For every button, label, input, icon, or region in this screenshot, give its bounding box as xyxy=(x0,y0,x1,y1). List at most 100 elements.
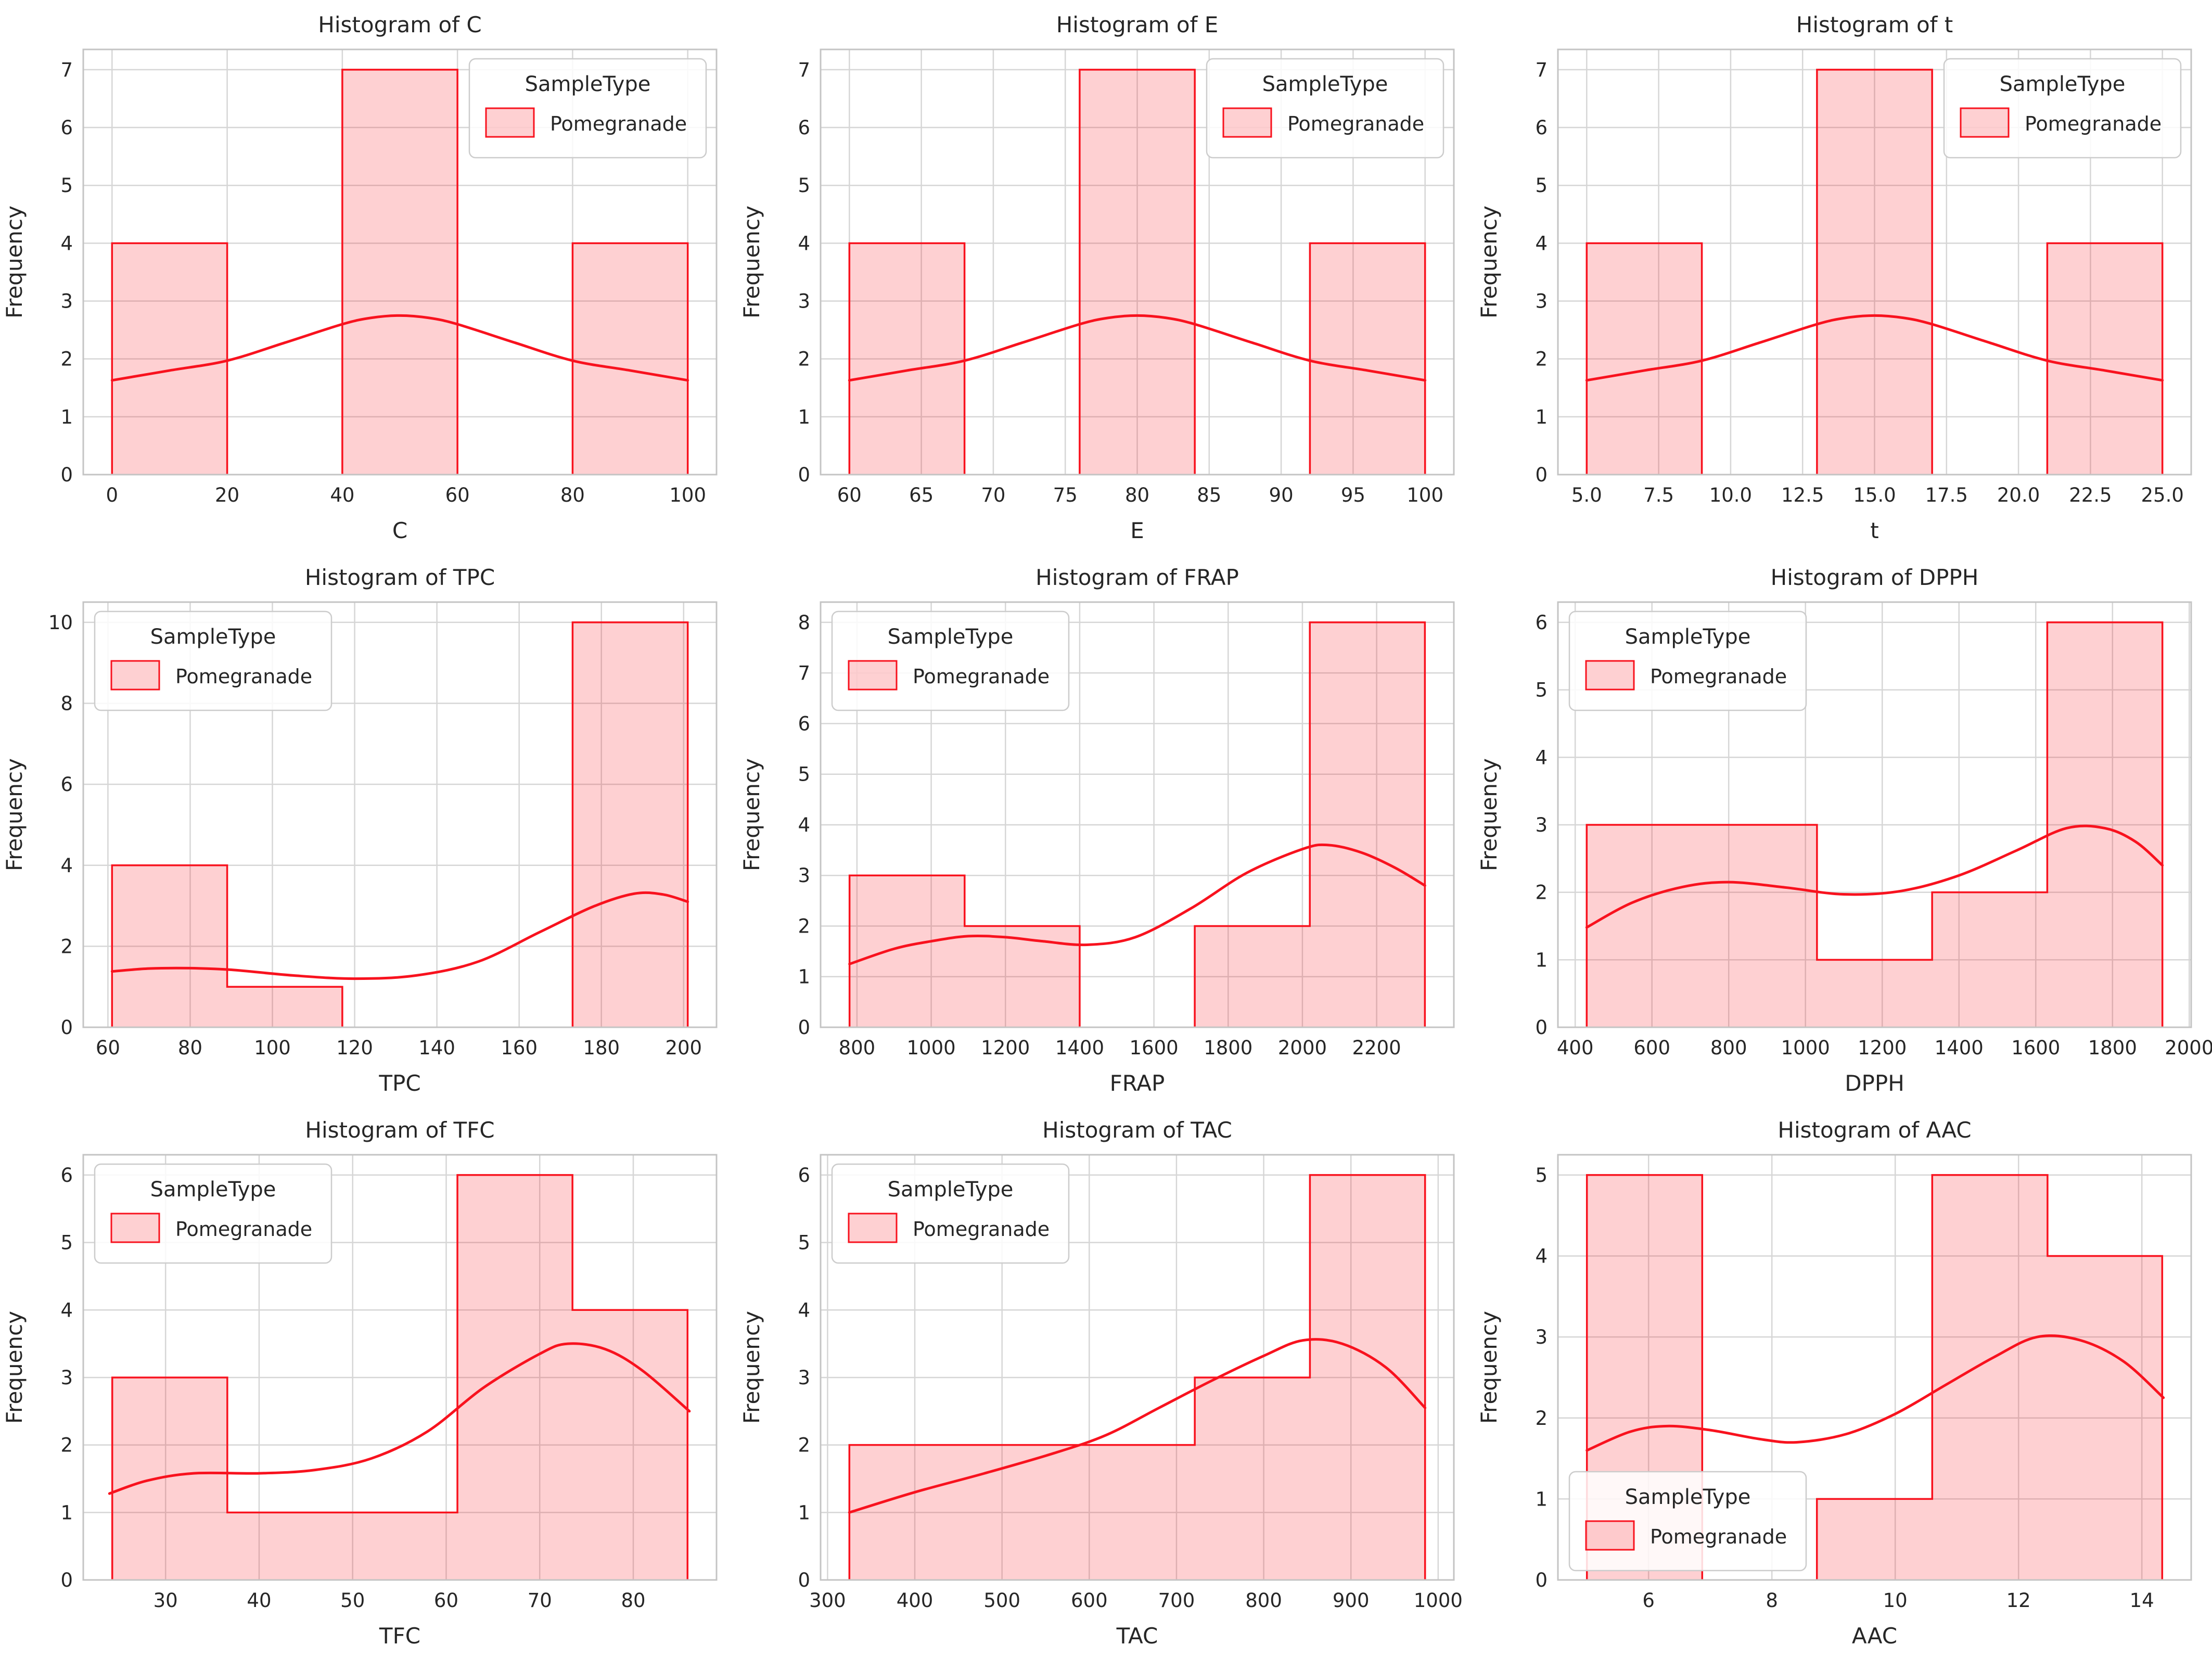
y-tick-label: 1 xyxy=(798,966,810,988)
legend-entry-label: Pomegranade xyxy=(2025,112,2162,135)
x-tick-label: 80 xyxy=(1125,484,1149,506)
y-tick-label: 8 xyxy=(60,693,73,715)
bar-outline xyxy=(111,242,228,475)
x-axis-label: E xyxy=(1130,518,1144,543)
legend-box xyxy=(468,58,707,159)
tick-labels: 300 400 500 600 700 800 900 1000 0 1 2 3 4 5 6 xyxy=(798,1164,1462,1612)
y-tick-label: 0 xyxy=(60,464,73,486)
kde-curve xyxy=(108,1342,691,1495)
bars xyxy=(848,1174,1426,1580)
y-tick-label: 3 xyxy=(60,290,73,313)
chart-histogram-c: 0 20 40 60 80 100 0 1 2 3 4 5 6 7 Histogram of C C Frequ… xyxy=(0,0,737,553)
tick-labels: 60 65 70 75 80 85 90 95 100 0 1 2 3 4 5 6 7 xyxy=(798,59,1443,506)
x-tick-label: 60 xyxy=(96,1037,120,1059)
x-tick-label: 2000 xyxy=(1278,1037,1327,1059)
y-tick-label: 0 xyxy=(1535,1016,1548,1039)
tick-labels: 800 1000 1200 1400 1600 1800 2000 2200 0 1 2 3 4 5 6 7 8 xyxy=(798,611,1401,1059)
legend-title: SampleType xyxy=(888,1178,1014,1202)
y-tick-label: 4 xyxy=(798,232,810,254)
kde-curve xyxy=(110,891,689,980)
bar-outline xyxy=(848,874,1081,1027)
legend-entry-label: Pomegranade xyxy=(175,1218,312,1241)
legend-swatch xyxy=(1222,107,1272,138)
y-tick-label: 3 xyxy=(798,290,810,313)
chart-histogram-tac: 300 400 500 600 700 800 900 1000 0 1 2 3 4 5 6 Histogra… xyxy=(737,1105,1475,1658)
x-tick-label: 30 xyxy=(154,1589,178,1612)
plot-area xyxy=(1557,601,2192,1028)
x-tick-label: 600 xyxy=(1071,1589,1108,1612)
x-tick-label: 800 xyxy=(1710,1037,1747,1059)
y-tick-label: 4 xyxy=(1535,746,1548,769)
bar-outline xyxy=(341,69,458,475)
bar-fill xyxy=(1817,69,1933,475)
chart-title: Histogram of AAC xyxy=(1778,1117,1971,1143)
y-tick-label: 5 xyxy=(1535,174,1548,197)
y-tick-label: 1 xyxy=(1535,406,1548,428)
y-tick-label: 2 xyxy=(798,348,810,371)
bar-outline xyxy=(1586,1174,1704,1580)
x-tick-label: 120 xyxy=(336,1037,373,1059)
tick-labels: 60 80 100 120 140 160 180 200 0 2 4 6 8 10 xyxy=(48,611,702,1059)
bar-outline xyxy=(111,864,343,1027)
legend-box xyxy=(831,1163,1070,1264)
y-tick-label: 1 xyxy=(1535,1488,1548,1510)
legend-entry-label: Pomegranade xyxy=(1650,1525,1787,1548)
x-axis-label: FRAP xyxy=(1110,1070,1165,1096)
legend-swatch xyxy=(1585,660,1635,691)
chart-title: Histogram of TAC xyxy=(1042,1117,1232,1143)
y-axis-label: Frequency xyxy=(2,206,27,318)
chart-title: Histogram of E xyxy=(1056,12,1219,37)
y-tick-label: 4 xyxy=(798,814,810,836)
x-axis-label: C xyxy=(392,518,407,543)
y-tick-label: 4 xyxy=(1535,232,1548,254)
bar-fill xyxy=(1587,243,1702,475)
legend-box xyxy=(1943,58,2182,159)
x-tick-label: 14 xyxy=(2130,1589,2154,1612)
tick-labels: 30 40 50 60 70 80 0 1 2 3 4 5 6 xyxy=(60,1164,645,1612)
y-tick-label: 7 xyxy=(60,59,73,81)
legend: SampleType Pomegranade xyxy=(831,610,1070,711)
legend: SampleType Pomegranade xyxy=(1206,58,1444,159)
x-tick-label: 900 xyxy=(1333,1589,1370,1612)
bar-fill xyxy=(2047,243,2163,475)
plot-area xyxy=(1557,48,2192,476)
x-tick-label: 300 xyxy=(809,1589,846,1612)
x-axis-label: TPC xyxy=(378,1070,420,1096)
histogram-t-canvas: 5.0 7.5 10.0 12.5 15.0 17.5 20.0 22.5 25.0 0 1 2 3 4 5… xyxy=(1475,0,2212,553)
x-tick-label: 1400 xyxy=(1935,1037,1984,1059)
bars xyxy=(111,1174,689,1580)
x-tick-label: 1000 xyxy=(1781,1037,1830,1059)
x-tick-label: 10 xyxy=(1883,1589,1908,1612)
bars xyxy=(1586,621,2164,1027)
chart-histogram-aac: 6 8 10 12 14 0 1 2 3 4 5 Histogram of AAC AAC Frequen… xyxy=(1475,1105,2212,1658)
tick-labels: 0 20 40 60 80 100 0 1 2 3 4 5 6 7 xyxy=(60,59,706,506)
histogram-e-canvas: 60 65 70 75 80 85 90 95 100 0 1 2 3 4 5 6 7 Histogram of … xyxy=(737,0,1475,553)
plot-area xyxy=(82,1154,718,1581)
y-axis-label: Frequency xyxy=(739,1311,764,1424)
legend-swatch xyxy=(1585,1520,1635,1551)
x-tick-label: 1600 xyxy=(1130,1037,1179,1059)
bar-outline xyxy=(1079,69,1196,475)
bar-fill xyxy=(342,69,458,475)
y-tick-label: 3 xyxy=(1535,814,1548,836)
histogram-tpc-canvas: 60 80 100 120 140 160 180 200 0 2 4 6 8 10 Histogram o… xyxy=(0,553,737,1105)
y-tick-label: 5 xyxy=(1535,1164,1548,1187)
y-tick-label: 0 xyxy=(1535,1569,1548,1591)
x-tick-label: 80 xyxy=(560,484,585,506)
legend: SampleType Pomegranade xyxy=(94,610,333,711)
y-tick-label: 6 xyxy=(60,117,73,139)
y-tick-label: 4 xyxy=(798,1299,810,1321)
x-tick-label: 1600 xyxy=(2011,1037,2060,1059)
x-tick-label: 25.0 xyxy=(2141,484,2183,506)
x-tick-label: 40 xyxy=(247,1589,271,1612)
chart-title: Histogram of DPPH xyxy=(1771,565,1979,590)
x-tick-label: 60 xyxy=(434,1589,458,1612)
x-tick-label: 95 xyxy=(1341,484,1365,506)
x-tick-label: 1200 xyxy=(1858,1037,1907,1059)
y-tick-label: 0 xyxy=(798,1569,810,1591)
chart-title: Histogram of TFC xyxy=(305,1117,494,1143)
x-tick-label: 100 xyxy=(1407,484,1443,506)
bars xyxy=(848,69,1426,475)
bar-outline xyxy=(848,242,966,475)
